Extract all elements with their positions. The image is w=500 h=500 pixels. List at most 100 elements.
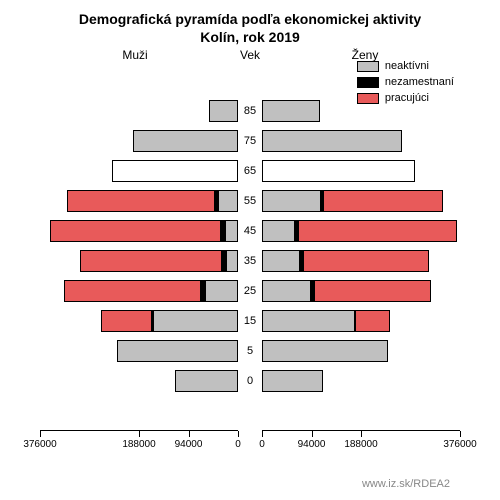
segment-employed	[68, 191, 214, 211]
chart-title: Demografická pyramída podľa ekonomickej …	[0, 0, 500, 46]
bar-right	[262, 366, 460, 396]
age-label: 15	[238, 315, 262, 327]
segment-empty	[263, 161, 414, 181]
bar	[262, 310, 390, 332]
bar	[262, 100, 320, 122]
axis-left: 376000188000940000	[40, 430, 238, 458]
axis-tick	[40, 431, 41, 437]
bar	[262, 130, 402, 152]
axis-tick	[460, 431, 461, 437]
bar	[101, 310, 238, 332]
axis-tick-label: 376000	[23, 439, 56, 450]
segment-inactive	[263, 251, 299, 271]
bar	[262, 220, 457, 242]
segment-employed	[299, 221, 455, 241]
legend-label-unemployed: nezamestnaní	[385, 74, 454, 90]
segment-inactive	[263, 341, 387, 361]
x-axis: 376000188000940000 094000188000376000	[40, 430, 460, 458]
pyramid-row: 35	[40, 246, 460, 276]
header-age: Vek	[230, 48, 270, 62]
bar	[262, 250, 429, 272]
age-label: 55	[238, 195, 262, 207]
bar-right	[262, 306, 460, 336]
axis-tick-label: 376000	[443, 439, 476, 450]
pyramid-row: 65	[40, 156, 460, 186]
axis-right: 094000188000376000	[262, 430, 460, 458]
legend-swatch-unemployed	[357, 77, 379, 88]
pyramid-row: 5	[40, 336, 460, 366]
bar	[64, 280, 238, 302]
bar-left	[40, 276, 238, 306]
segment-inactive	[263, 101, 319, 121]
bar	[133, 130, 238, 152]
axis-tick	[189, 431, 190, 437]
segment-inactive	[263, 281, 310, 301]
pyramid-row: 0	[40, 366, 460, 396]
bar	[117, 340, 238, 362]
bar	[262, 280, 431, 302]
pyramid-row: 25	[40, 276, 460, 306]
bar	[262, 160, 415, 182]
segment-inactive	[263, 191, 320, 211]
pyramid-row: 15	[40, 306, 460, 336]
segment-employed	[324, 191, 441, 211]
pyramid-row: 75	[40, 126, 460, 156]
pyramid-row: 45	[40, 216, 460, 246]
bar-left	[40, 156, 238, 186]
pyramid-chart: Demografická pyramída podľa ekonomickej …	[0, 0, 500, 500]
segment-employed	[356, 311, 390, 331]
legend-inactive: neaktívni	[357, 58, 454, 74]
segment-inactive	[263, 221, 294, 241]
segment-inactive	[263, 311, 354, 331]
bar-left	[40, 336, 238, 366]
bar-right	[262, 186, 460, 216]
axis-tick-label: 94000	[298, 439, 326, 450]
age-label: 45	[238, 225, 262, 237]
bar-left	[40, 306, 238, 336]
segment-empty	[113, 161, 237, 181]
axis-tick	[139, 431, 140, 437]
legend-label-inactive: neaktívni	[385, 58, 429, 74]
segment-employed	[65, 281, 199, 301]
segment-employed	[304, 251, 429, 271]
bar	[262, 190, 443, 212]
axis-tick-label: 0	[235, 439, 241, 450]
bar	[50, 220, 238, 242]
segment-employed	[81, 251, 221, 271]
axis-tick-label: 94000	[175, 439, 203, 450]
bar-right	[262, 276, 460, 306]
segment-inactive	[154, 311, 237, 331]
pyramid-row: 85	[40, 96, 460, 126]
age-label: 75	[238, 135, 262, 147]
bar-right	[262, 246, 460, 276]
bar-left	[40, 366, 238, 396]
segment-inactive	[263, 131, 401, 151]
bar	[67, 190, 238, 212]
axis-tick	[312, 431, 313, 437]
axis-tick	[262, 431, 263, 437]
segment-inactive	[263, 371, 322, 391]
bar-right	[262, 156, 460, 186]
segment-inactive	[227, 251, 237, 271]
pyramid-row: 55	[40, 186, 460, 216]
segment-inactive	[134, 131, 237, 151]
source-url: www.iz.sk/RDEA2	[362, 478, 450, 490]
axis-tick-label: 188000	[344, 439, 377, 450]
axis-tick	[361, 431, 362, 437]
segment-inactive	[210, 101, 237, 121]
segment-inactive	[206, 281, 237, 301]
age-label: 65	[238, 165, 262, 177]
bar-left	[40, 216, 238, 246]
title-line-2: Kolín, rok 2019	[0, 28, 500, 46]
header-men: Muži	[40, 48, 230, 62]
axis-tick-label: 0	[259, 439, 265, 450]
axis-tick	[238, 431, 239, 437]
segment-inactive	[226, 221, 237, 241]
bar-right	[262, 96, 460, 126]
segment-employed	[102, 311, 151, 331]
segment-inactive	[118, 341, 237, 361]
bar	[175, 370, 238, 392]
bar-left	[40, 96, 238, 126]
bar	[262, 340, 388, 362]
bar	[262, 370, 323, 392]
